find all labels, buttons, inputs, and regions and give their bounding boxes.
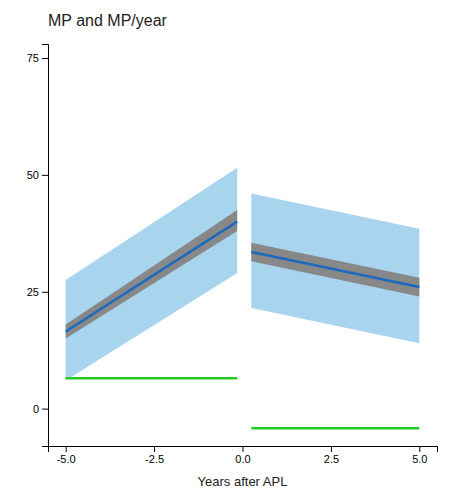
tick-mark bbox=[42, 292, 48, 293]
tick-mark bbox=[66, 446, 67, 452]
tick-mark bbox=[42, 409, 48, 410]
tick-mark bbox=[419, 446, 420, 452]
x-axis: -5.0 -2.5 0.0 2.5 5.0 bbox=[49, 446, 438, 465]
axis-line bbox=[42, 45, 49, 447]
tick: 0.0 bbox=[235, 446, 250, 465]
tick: 5.0 bbox=[412, 446, 427, 465]
tick-label: -5.0 bbox=[57, 453, 76, 465]
band bbox=[251, 194, 419, 344]
tick-label: 50 bbox=[27, 169, 39, 181]
tick-label: 75 bbox=[27, 52, 39, 64]
tick: 75 bbox=[27, 52, 48, 64]
band bbox=[66, 210, 238, 339]
line bbox=[66, 377, 238, 380]
line bbox=[66, 222, 238, 332]
tick-label: 0.0 bbox=[235, 453, 250, 465]
band bbox=[66, 168, 238, 381]
tick-label: 25 bbox=[27, 286, 39, 298]
tick: 50 bbox=[27, 169, 48, 181]
line bbox=[251, 427, 419, 430]
x-axis-title: Years after APL bbox=[198, 474, 288, 489]
marks bbox=[66, 168, 420, 428]
tick: 0 bbox=[33, 403, 48, 415]
tick-label: 0 bbox=[33, 403, 39, 415]
tick-mark bbox=[42, 58, 48, 59]
band bbox=[251, 243, 419, 297]
tick: -5.0 bbox=[57, 446, 76, 465]
y-axis: 0 25 50 75 bbox=[27, 45, 49, 447]
tick: 25 bbox=[27, 286, 48, 298]
line bbox=[251, 252, 419, 287]
tick-label: -2.5 bbox=[145, 453, 164, 465]
tick-label: 5.0 bbox=[412, 453, 427, 465]
tick-mark bbox=[243, 446, 244, 452]
tick-mark bbox=[154, 446, 155, 452]
plot: -5.0 -2.5 0.0 2.5 5.0 0 25 50 75 bbox=[27, 45, 438, 465]
axis-line bbox=[49, 447, 438, 453]
tick-mark bbox=[42, 175, 48, 176]
tick: 2.5 bbox=[324, 446, 339, 465]
tick: -2.5 bbox=[145, 446, 164, 465]
tick-label: 2.5 bbox=[324, 453, 339, 465]
chart: -5.0 -2.5 0.0 2.5 5.0 0 25 50 75 MP and MP/year Ye… bbox=[0, 0, 459, 500]
tick-mark bbox=[331, 446, 332, 452]
title: MP and MP/year bbox=[48, 12, 168, 29]
